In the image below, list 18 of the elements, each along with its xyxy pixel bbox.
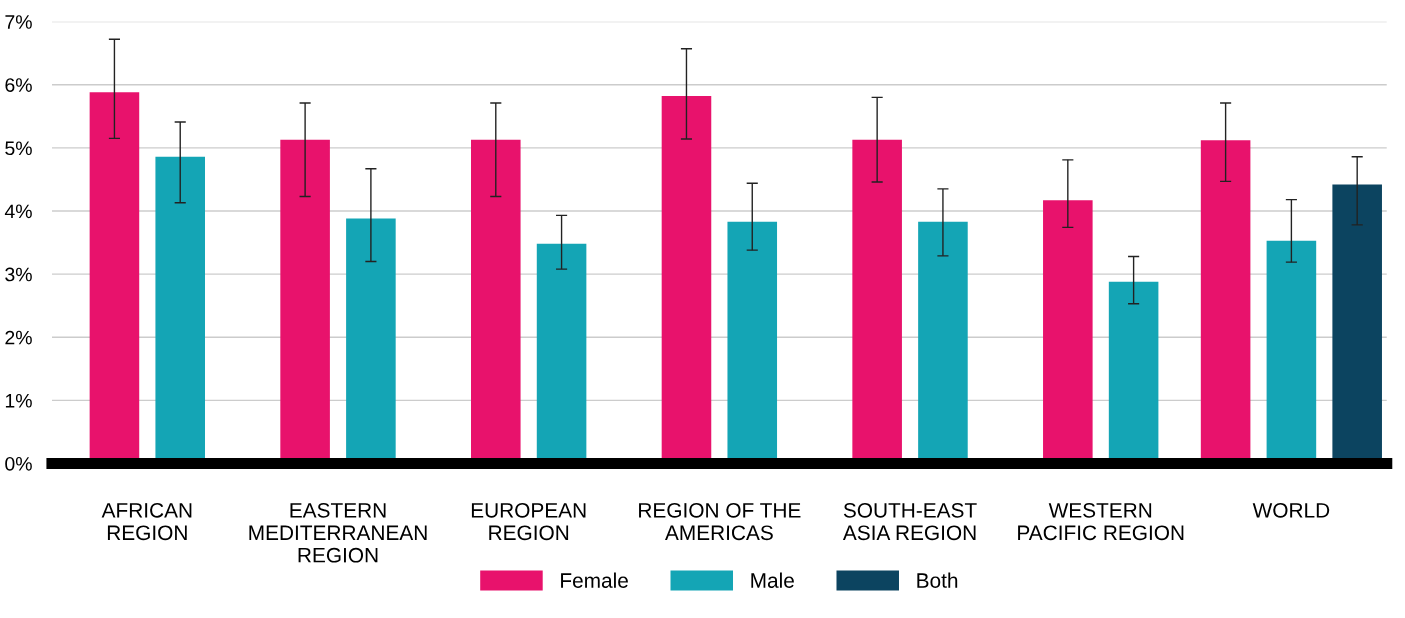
y-tick-label: 5% xyxy=(5,141,32,156)
x-tick-label: WESTERN PACIFIC REGION xyxy=(1018,502,1184,541)
x-tick-label: EUROPEAN REGION xyxy=(471,502,586,541)
y-tick-label: 4% xyxy=(4,204,32,219)
y-tick-label: 2% xyxy=(5,330,32,345)
y-tick-label: 7% xyxy=(5,15,32,29)
y-tick-label: 3% xyxy=(5,267,32,282)
x-tick-label: WORLD xyxy=(1252,502,1330,518)
legend-label: Both xyxy=(917,572,958,588)
x-tick-label: SOUTH-EAST ASIA REGION xyxy=(842,502,977,541)
legend-label: Male xyxy=(751,572,794,588)
y-tick-label: 1% xyxy=(5,393,32,408)
legend-label: Female xyxy=(561,572,628,588)
y-tick-label: 6% xyxy=(5,78,32,92)
x-tick-label: EASTERN MEDITERRANEAN REGION xyxy=(249,502,427,563)
x-tick-label: AFRICAN REGION xyxy=(101,502,192,541)
x-tick-label: REGION OF THE AMERICAS xyxy=(639,502,801,541)
y-tick-label: 0% xyxy=(5,456,32,471)
